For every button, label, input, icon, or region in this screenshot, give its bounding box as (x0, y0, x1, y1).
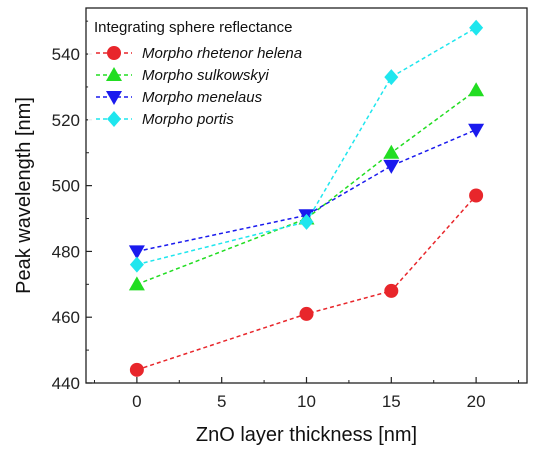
data-point (128, 245, 145, 260)
series-morpho-menelaus (128, 123, 485, 260)
y-tick-label: 460 (52, 308, 80, 327)
legend-entry: Morpho portis (142, 111, 234, 128)
x-tick-label: 15 (382, 392, 401, 411)
data-point (468, 123, 485, 138)
data-point (468, 82, 485, 97)
y-tick-label: 540 (52, 45, 80, 64)
x-tick-label: 20 (467, 392, 486, 411)
y-axis-label: Peak wavelength [nm] (13, 97, 35, 294)
data-point (299, 306, 314, 321)
legend-entry: Morpho menelaus (142, 89, 263, 106)
data-point (383, 144, 400, 159)
data-point (129, 256, 144, 273)
y-tick-label: 500 (52, 177, 80, 196)
ticks: 0 5 10 15 20 440 460 480 500 520 540 (52, 20, 520, 411)
series (128, 19, 485, 377)
legend-background (88, 10, 320, 128)
legend-marker (106, 91, 122, 105)
series-morpho-rhetenor-helena (129, 188, 484, 377)
data-point (128, 276, 145, 291)
legend-entry: Morpho sulkowskyi (142, 67, 269, 84)
series-morpho-portis (129, 19, 484, 273)
legend-marker (107, 46, 121, 60)
data-point (299, 213, 314, 230)
data-point (383, 159, 400, 174)
x-tick-label: 10 (297, 392, 316, 411)
x-tick-label: 0 (132, 392, 141, 411)
legend-marker (106, 67, 122, 81)
series-line (136, 129, 477, 253)
legend: Integrating sphere reflectance Morpho rh… (88, 10, 320, 128)
data-point (384, 69, 399, 86)
x-tick-label: 5 (217, 392, 226, 411)
y-tick-label: 520 (52, 111, 80, 130)
x-axis-label: ZnO layer thickness [nm] (196, 424, 417, 446)
data-point (129, 362, 144, 377)
legend-marker (107, 111, 121, 127)
data-point (384, 283, 399, 298)
legend-entry: Morpho rhetenor helena (142, 45, 302, 62)
data-point (469, 188, 484, 203)
y-tick-label: 440 (52, 374, 80, 393)
legend-title: Integrating sphere reflectance (94, 19, 292, 36)
data-point (469, 19, 484, 36)
series-line (136, 27, 477, 266)
series-line (136, 195, 477, 371)
y-tick-label: 480 (52, 242, 80, 261)
